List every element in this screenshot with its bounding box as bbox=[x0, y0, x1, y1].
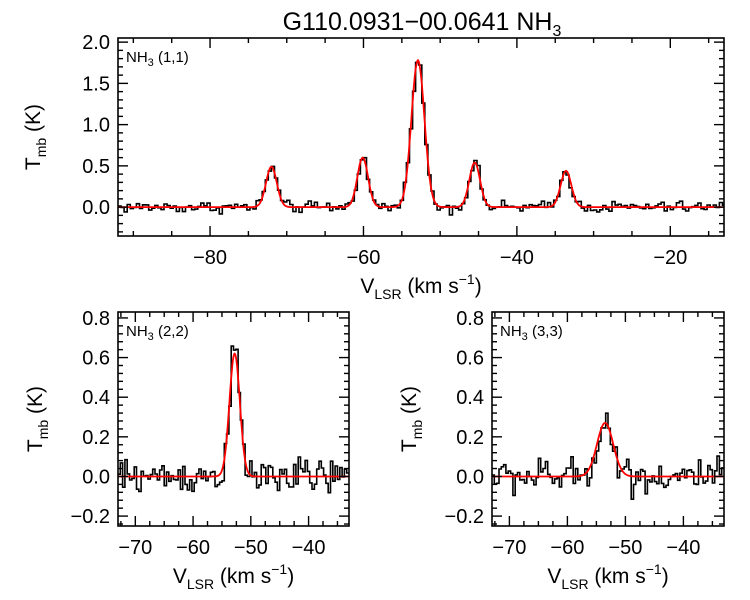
y-axis-label: Tmb (K) bbox=[24, 386, 51, 452]
x-axis-label-sub: LSR bbox=[561, 576, 588, 592]
y-tick-label: 0.0 bbox=[82, 466, 110, 488]
panel-label-tail: (1,1) bbox=[154, 49, 189, 66]
fit-curve bbox=[492, 422, 724, 478]
x-axis-label-sub: LSR bbox=[374, 286, 401, 302]
y-axis-label-main: T bbox=[24, 439, 47, 452]
x-tick-label: −50 bbox=[608, 537, 642, 559]
y-axis-label: Tmb (K) bbox=[22, 104, 49, 170]
y-tick-label: 2.0 bbox=[82, 32, 110, 54]
y-axis-label-tail: (K) bbox=[24, 386, 47, 420]
x-axis-label-end: ) bbox=[475, 275, 482, 298]
panel-label-main: NH bbox=[126, 49, 148, 66]
x-axis-label-tail: (km s bbox=[402, 275, 459, 298]
x-axis-label-sub: LSR bbox=[187, 576, 214, 592]
y-axis-label-main: T bbox=[22, 157, 45, 170]
figure-title: G110.0931−00.0641 NH3 bbox=[283, 8, 562, 40]
panel-label-tail: (3,3) bbox=[528, 323, 563, 340]
y-axis-label-sub: mb bbox=[35, 420, 51, 440]
x-axis-label-sup: −1 bbox=[459, 271, 475, 287]
panel-label-sub: 3 bbox=[148, 331, 154, 343]
x-tick-label: −60 bbox=[550, 537, 584, 559]
x-tick-label: −60 bbox=[176, 537, 210, 559]
fit-curve bbox=[118, 58, 724, 208]
panel-label-main: NH bbox=[126, 323, 148, 340]
x-axis-label-tail: (km s bbox=[589, 565, 646, 588]
x-axis-label: VLSR (km s−1) bbox=[173, 561, 294, 592]
y-axis-label-tail: (K) bbox=[398, 386, 421, 420]
x-tick-label: −40 bbox=[292, 537, 326, 559]
x-tick-label: −40 bbox=[666, 537, 700, 559]
figure-title-sub: 3 bbox=[552, 23, 561, 40]
x-tick-label: −40 bbox=[500, 247, 534, 269]
y-tick-label: 0.2 bbox=[456, 427, 484, 449]
x-tick-label: −80 bbox=[193, 247, 227, 269]
y-tick-label: 1.5 bbox=[82, 73, 110, 95]
y-tick-label: −0.2 bbox=[445, 506, 484, 528]
x-axis-label: VLSR (km s−1) bbox=[360, 271, 481, 302]
x-tick-label: −60 bbox=[346, 247, 380, 269]
y-tick-label: 0.5 bbox=[82, 156, 110, 178]
y-axis-label-sub: mb bbox=[33, 138, 49, 158]
y-tick-label: 1.0 bbox=[82, 115, 110, 137]
y-tick-label: 0.4 bbox=[82, 387, 110, 409]
fit-curve bbox=[118, 352, 349, 478]
panel-nh3-33: −70 −60 −50 −40 −0.2 0.0 0.2 0.4 0.6 0.8 NH3 (3,3)… bbox=[398, 308, 725, 592]
x-tick-label: −50 bbox=[234, 537, 268, 559]
y-tick-label: 0.8 bbox=[456, 308, 484, 330]
x-axis-label-main: V bbox=[547, 565, 561, 588]
x-tick-label: −20 bbox=[653, 247, 687, 269]
x-axis-label-tail: (km s bbox=[214, 565, 271, 588]
x-axis-label-end: ) bbox=[287, 565, 294, 588]
x-tick-label: −70 bbox=[492, 537, 526, 559]
y-tick-label: 0.8 bbox=[82, 308, 110, 330]
x-axis-label-sup: −1 bbox=[646, 561, 662, 577]
x-axis-label-main: V bbox=[173, 565, 187, 588]
panel-label-sub: 3 bbox=[522, 331, 528, 343]
y-tick-label: 0.6 bbox=[456, 348, 484, 370]
y-tick-label: −0.2 bbox=[71, 506, 110, 528]
panel-label-sub: 3 bbox=[148, 57, 154, 69]
y-tick-label: 0.4 bbox=[456, 387, 484, 409]
y-axis-label-main: T bbox=[398, 439, 421, 452]
panel-nh3-11: −80 −60 −40 −20 0.0 0.5 1.0 1.5 2.0 NH3 (1,1) VLSR… bbox=[22, 32, 725, 302]
panel-label-main: NH bbox=[500, 323, 522, 340]
x-axis-label-end: ) bbox=[662, 565, 669, 588]
y-tick-label: 0.0 bbox=[456, 466, 484, 488]
figure-title-main: G110.0931−00.0641 NH bbox=[283, 8, 553, 36]
observed-spectrum bbox=[118, 345, 349, 494]
x-axis-label-sup: −1 bbox=[271, 561, 287, 577]
panel-label-tail: (2,2) bbox=[154, 323, 189, 340]
panel-label: NH3 (1,1) bbox=[126, 49, 189, 69]
y-axis-label: Tmb (K) bbox=[398, 386, 425, 452]
plot-frame bbox=[117, 311, 350, 527]
plot-frame bbox=[117, 37, 725, 237]
panel-label: NH3 (3,3) bbox=[500, 323, 563, 343]
y-axis-label-sub: mb bbox=[409, 420, 425, 440]
x-tick-label: −70 bbox=[118, 537, 152, 559]
y-tick-label: 0.2 bbox=[82, 427, 110, 449]
y-tick-label: 0.0 bbox=[82, 197, 110, 219]
panel-nh3-22: −70 −60 −50 −40 −0.2 0.0 0.2 0.4 0.6 0.8 NH3 (2,2)… bbox=[24, 308, 350, 592]
y-tick-label: 0.6 bbox=[82, 348, 110, 370]
plot-frame bbox=[491, 311, 725, 527]
panel-label: NH3 (2,2) bbox=[126, 323, 189, 343]
y-axis-label-tail: (K) bbox=[22, 104, 45, 138]
x-axis-label: VLSR (km s−1) bbox=[547, 561, 668, 592]
x-axis-label-main: V bbox=[360, 275, 374, 298]
